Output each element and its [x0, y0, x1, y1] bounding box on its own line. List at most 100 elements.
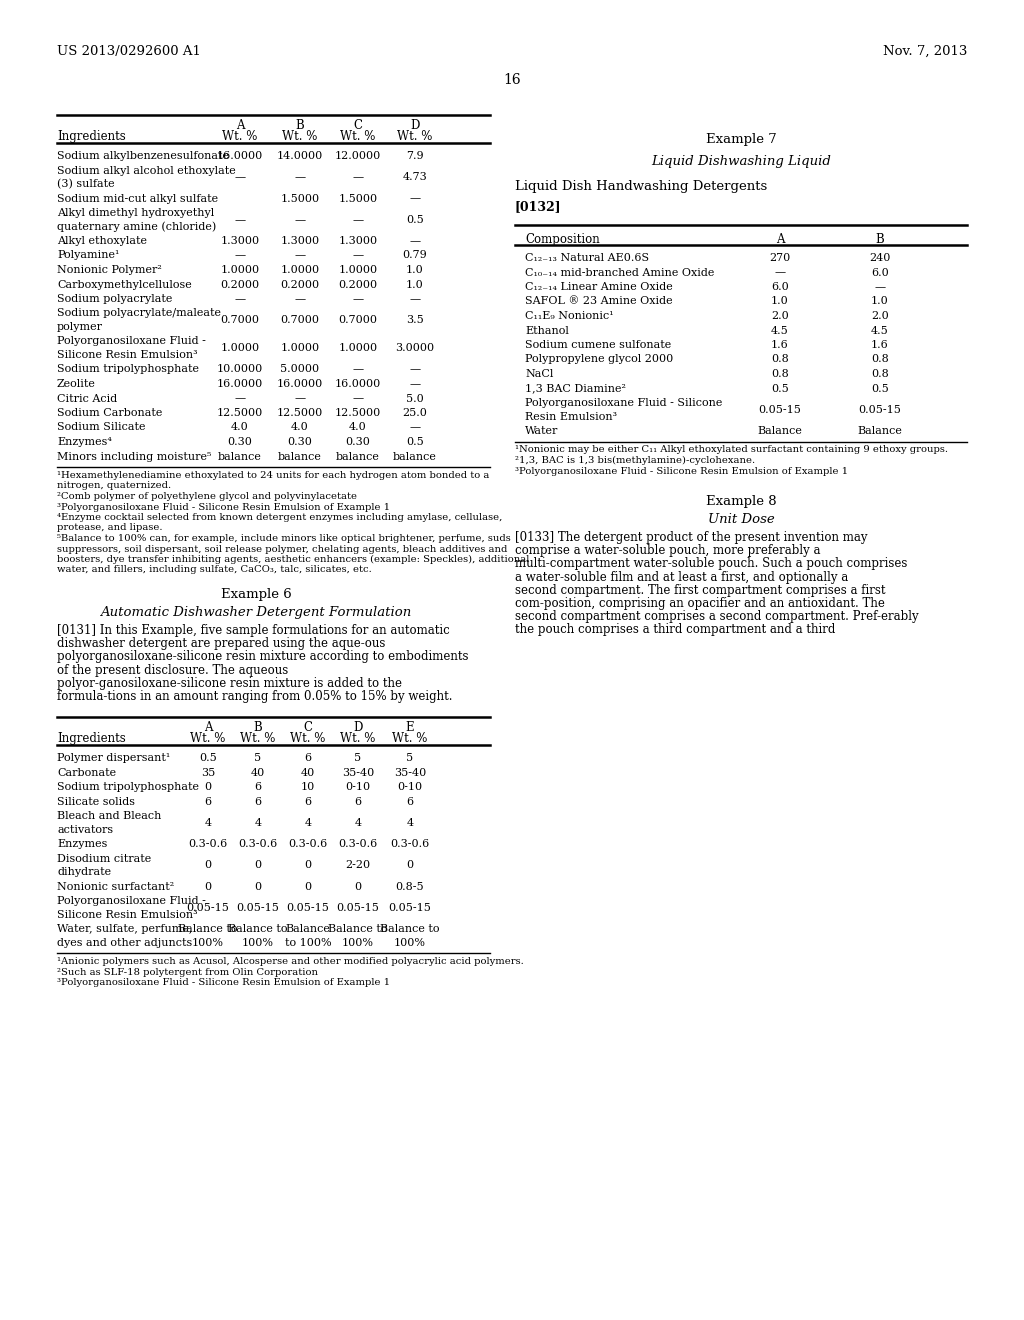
Text: polyor-ganosiloxane-silicone resin mixture is added to the: polyor-ganosiloxane-silicone resin mixtu… — [57, 677, 402, 690]
Text: Enzymes⁴: Enzymes⁴ — [57, 437, 112, 447]
Text: D: D — [353, 721, 362, 734]
Text: E: E — [406, 721, 415, 734]
Text: 12.5000: 12.5000 — [217, 408, 263, 418]
Text: 1.0: 1.0 — [771, 297, 788, 306]
Text: dishwasher detergent are prepared using the aque-ous: dishwasher detergent are prepared using … — [57, 638, 385, 651]
Text: Zeolite: Zeolite — [57, 379, 96, 389]
Text: 0.5: 0.5 — [771, 384, 788, 393]
Text: —: — — [295, 294, 305, 304]
Text: —: — — [295, 215, 305, 224]
Text: balance: balance — [218, 451, 262, 462]
Text: 4: 4 — [205, 818, 212, 828]
Text: Wt. %: Wt. % — [222, 129, 258, 143]
Text: 0.05-15: 0.05-15 — [287, 903, 330, 913]
Text: 0.8-5: 0.8-5 — [395, 882, 424, 892]
Text: 0.2000: 0.2000 — [281, 280, 319, 289]
Text: —: — — [410, 364, 421, 375]
Text: 0: 0 — [304, 861, 311, 870]
Text: 4.5: 4.5 — [871, 326, 889, 335]
Text: 1.0000: 1.0000 — [220, 343, 259, 354]
Text: 0.8: 0.8 — [771, 370, 788, 379]
Text: —: — — [352, 393, 364, 404]
Text: 0: 0 — [304, 882, 311, 892]
Text: 1.0000: 1.0000 — [281, 265, 319, 275]
Text: —: — — [352, 251, 364, 260]
Text: Silicate solids: Silicate solids — [57, 797, 135, 807]
Text: Alkyl ethoxylate: Alkyl ethoxylate — [57, 236, 147, 246]
Text: —: — — [874, 282, 886, 292]
Text: 0.3-0.6: 0.3-0.6 — [338, 840, 378, 849]
Text: [0133] The detergent product of the present invention may: [0133] The detergent product of the pres… — [515, 531, 867, 544]
Text: C: C — [353, 119, 362, 132]
Text: Sodium cumene sulfonate: Sodium cumene sulfonate — [525, 341, 672, 350]
Text: 16: 16 — [503, 73, 521, 87]
Text: Balance to: Balance to — [380, 924, 439, 935]
Text: 7.9: 7.9 — [407, 150, 424, 161]
Text: ²1,3, BAC is 1,3 bis(methylamine)-cyclohexane.: ²1,3, BAC is 1,3 bis(methylamine)-cycloh… — [515, 455, 755, 465]
Text: 1.0: 1.0 — [407, 280, 424, 289]
Text: Sodium alkyl alcohol ethoxylate: Sodium alkyl alcohol ethoxylate — [57, 165, 236, 176]
Text: Citric Acid: Citric Acid — [57, 393, 118, 404]
Text: Balance to: Balance to — [228, 924, 288, 935]
Text: a water-soluble film and at least a first, and optionally a: a water-soluble film and at least a firs… — [515, 570, 848, 583]
Text: ³Polyorganosiloxane Fluid - Silicone Resin Emulsion of Example 1: ³Polyorganosiloxane Fluid - Silicone Res… — [515, 466, 848, 475]
Text: Polyamine¹: Polyamine¹ — [57, 251, 120, 260]
Text: 1.0000: 1.0000 — [339, 265, 378, 275]
Text: Sodium Silicate: Sodium Silicate — [57, 422, 145, 433]
Text: 16.0000: 16.0000 — [276, 379, 324, 389]
Text: 0.05-15: 0.05-15 — [388, 903, 431, 913]
Text: 0.8: 0.8 — [871, 355, 889, 364]
Text: 3.0000: 3.0000 — [395, 343, 434, 354]
Text: 12.0000: 12.0000 — [335, 150, 381, 161]
Text: 6: 6 — [304, 754, 311, 763]
Text: boosters, dye transfer inhibiting agents, aesthetic enhancers (example: Speckles: boosters, dye transfer inhibiting agents… — [57, 554, 529, 564]
Text: 10.0000: 10.0000 — [217, 364, 263, 375]
Text: second compartment comprises a second compartment. Pref-erably: second compartment comprises a second co… — [515, 610, 919, 623]
Text: Disodium citrate: Disodium citrate — [57, 854, 152, 863]
Text: the pouch comprises a third compartment and a third: the pouch comprises a third compartment … — [515, 623, 836, 636]
Text: Balance: Balance — [857, 426, 902, 436]
Text: 4.0: 4.0 — [231, 422, 249, 433]
Text: 0: 0 — [205, 783, 212, 792]
Text: Carboxymethylcellulose: Carboxymethylcellulose — [57, 280, 191, 289]
Text: 1.6: 1.6 — [771, 341, 788, 350]
Text: balance: balance — [279, 451, 322, 462]
Text: Resin Emulsion³: Resin Emulsion³ — [525, 412, 617, 421]
Text: 100%: 100% — [394, 937, 426, 948]
Text: 35: 35 — [201, 768, 215, 777]
Text: —: — — [410, 422, 421, 433]
Text: 10: 10 — [301, 783, 315, 792]
Text: Ingredients: Ingredients — [57, 129, 126, 143]
Text: NaCl: NaCl — [525, 370, 553, 379]
Text: Wt. %: Wt. % — [397, 129, 433, 143]
Text: —: — — [352, 364, 364, 375]
Text: 100%: 100% — [242, 937, 274, 948]
Text: 4.5: 4.5 — [771, 326, 788, 335]
Text: comprise a water-soluble pouch, more preferably a: comprise a water-soluble pouch, more pre… — [515, 544, 820, 557]
Text: 1.3000: 1.3000 — [339, 236, 378, 246]
Text: 6.0: 6.0 — [771, 282, 788, 292]
Text: Polymer dispersant¹: Polymer dispersant¹ — [57, 754, 170, 763]
Text: Wt. %: Wt. % — [190, 733, 225, 746]
Text: 4: 4 — [407, 818, 414, 828]
Text: 0: 0 — [205, 882, 212, 892]
Text: B: B — [254, 721, 262, 734]
Text: Silicone Resin Emulsion³: Silicone Resin Emulsion³ — [57, 909, 198, 920]
Text: 0.05-15: 0.05-15 — [337, 903, 380, 913]
Text: protease, and lipase.: protease, and lipase. — [57, 524, 163, 532]
Text: 16.0000: 16.0000 — [217, 379, 263, 389]
Text: —: — — [234, 294, 246, 304]
Text: 1.6: 1.6 — [871, 341, 889, 350]
Text: —: — — [295, 172, 305, 182]
Text: A: A — [204, 721, 212, 734]
Text: 1.0000: 1.0000 — [220, 265, 259, 275]
Text: 1.5000: 1.5000 — [339, 194, 378, 203]
Text: Balance to: Balance to — [178, 924, 238, 935]
Text: 6: 6 — [254, 797, 261, 807]
Text: C: C — [303, 721, 312, 734]
Text: 4.0: 4.0 — [291, 422, 309, 433]
Text: ¹Hexamethylenediamine ethoxylated to 24 units for each hydrogen atom bonded to a: ¹Hexamethylenediamine ethoxylated to 24 … — [57, 471, 489, 480]
Text: 0-10: 0-10 — [345, 783, 371, 792]
Text: ³Polyorganosiloxane Fluid - Silicone Resin Emulsion of Example 1: ³Polyorganosiloxane Fluid - Silicone Res… — [57, 978, 390, 987]
Text: ¹Anionic polymers such as Acusol, Alcosperse and other modified polyacrylic acid: ¹Anionic polymers such as Acusol, Alcosp… — [57, 957, 523, 966]
